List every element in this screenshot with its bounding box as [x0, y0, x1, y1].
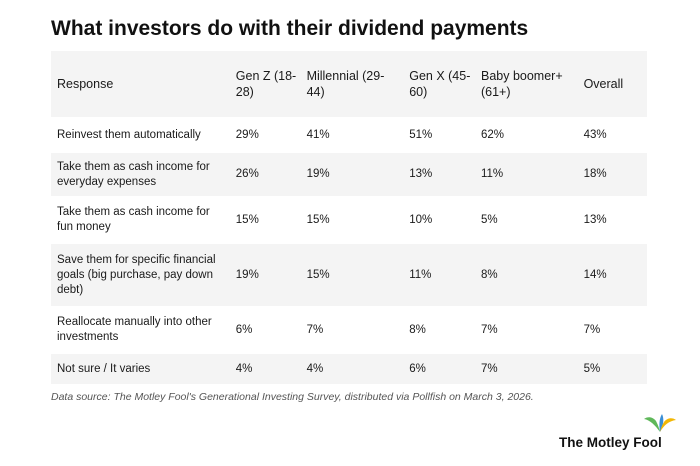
- row-label: Reallocate manually into other investmen…: [51, 308, 232, 354]
- cell-gen-z: 26%: [231, 153, 303, 198]
- cell-millennial: 7%: [302, 308, 406, 354]
- table-row: Save them for specific financial goals (…: [51, 244, 647, 308]
- cell-gen-z: 6%: [231, 308, 303, 354]
- cell-millennial: 19%: [302, 153, 406, 198]
- cell-overall: 14%: [579, 244, 647, 308]
- header-gen-z: Gen Z (18-28): [231, 51, 303, 119]
- table-row: Not sure / It varies 4% 4% 6% 7% 5%: [51, 354, 647, 386]
- cell-gen-z: 4%: [231, 354, 303, 386]
- cell-baby-boomer: 7%: [476, 354, 580, 386]
- cell-baby-boomer: 11%: [476, 153, 580, 198]
- cell-gen-z: 19%: [231, 244, 303, 308]
- cell-millennial: 15%: [302, 244, 406, 308]
- cell-millennial: 41%: [302, 119, 406, 153]
- table-row: Reinvest them automatically 29% 41% 51% …: [51, 119, 647, 153]
- brand-logo: The Motley Fool: [559, 413, 685, 453]
- table-header-row: Response Gen Z (18-28) Millennial (29-44…: [51, 51, 647, 119]
- cell-gen-x: 11%: [405, 244, 477, 308]
- cell-gen-x: 51%: [405, 119, 477, 153]
- cell-gen-x: 6%: [405, 354, 477, 386]
- cell-gen-z: 15%: [231, 198, 303, 244]
- cell-gen-z: 29%: [231, 119, 303, 153]
- chart-title: What investors do with their dividend pa…: [51, 17, 529, 40]
- table-row: Take them as cash income for everyday ex…: [51, 153, 647, 198]
- cell-gen-x: 13%: [405, 153, 477, 198]
- data-source-note: Data source: The Motley Fool's Generatio…: [51, 391, 534, 403]
- row-label: Take them as cash income for fun money: [51, 198, 232, 244]
- row-label: Save them for specific financial goals (…: [51, 244, 232, 308]
- cell-gen-x: 8%: [405, 308, 477, 354]
- cell-overall: 7%: [579, 308, 647, 354]
- row-label: Take them as cash income for everyday ex…: [51, 153, 232, 198]
- cell-overall: 13%: [579, 198, 647, 244]
- cell-overall: 5%: [579, 354, 647, 386]
- row-label: Reinvest them automatically: [51, 119, 232, 153]
- brand-name: The Motley Fool: [559, 435, 662, 450]
- cell-overall: 18%: [579, 153, 647, 198]
- dividend-table: Response Gen Z (18-28) Millennial (29-44…: [51, 51, 647, 386]
- cell-overall: 43%: [579, 119, 647, 153]
- jester-hat-icon: [644, 414, 676, 432]
- header-overall: Overall: [579, 51, 647, 119]
- header-baby-boomer: Baby boomer+ (61+): [476, 51, 580, 119]
- cell-millennial: 4%: [302, 354, 406, 386]
- header-gen-x: Gen X (45-60): [405, 51, 477, 119]
- cell-baby-boomer: 7%: [476, 308, 580, 354]
- table-row: Take them as cash income for fun money 1…: [51, 198, 647, 244]
- cell-baby-boomer: 8%: [476, 244, 580, 308]
- table-row: Reallocate manually into other investmen…: [51, 308, 647, 354]
- header-millennial: Millennial (29-44): [302, 51, 406, 119]
- row-label: Not sure / It varies: [51, 354, 232, 386]
- cell-baby-boomer: 62%: [476, 119, 580, 153]
- cell-millennial: 15%: [302, 198, 406, 244]
- header-response: Response: [51, 51, 232, 119]
- cell-gen-x: 10%: [405, 198, 477, 244]
- cell-baby-boomer: 5%: [476, 198, 580, 244]
